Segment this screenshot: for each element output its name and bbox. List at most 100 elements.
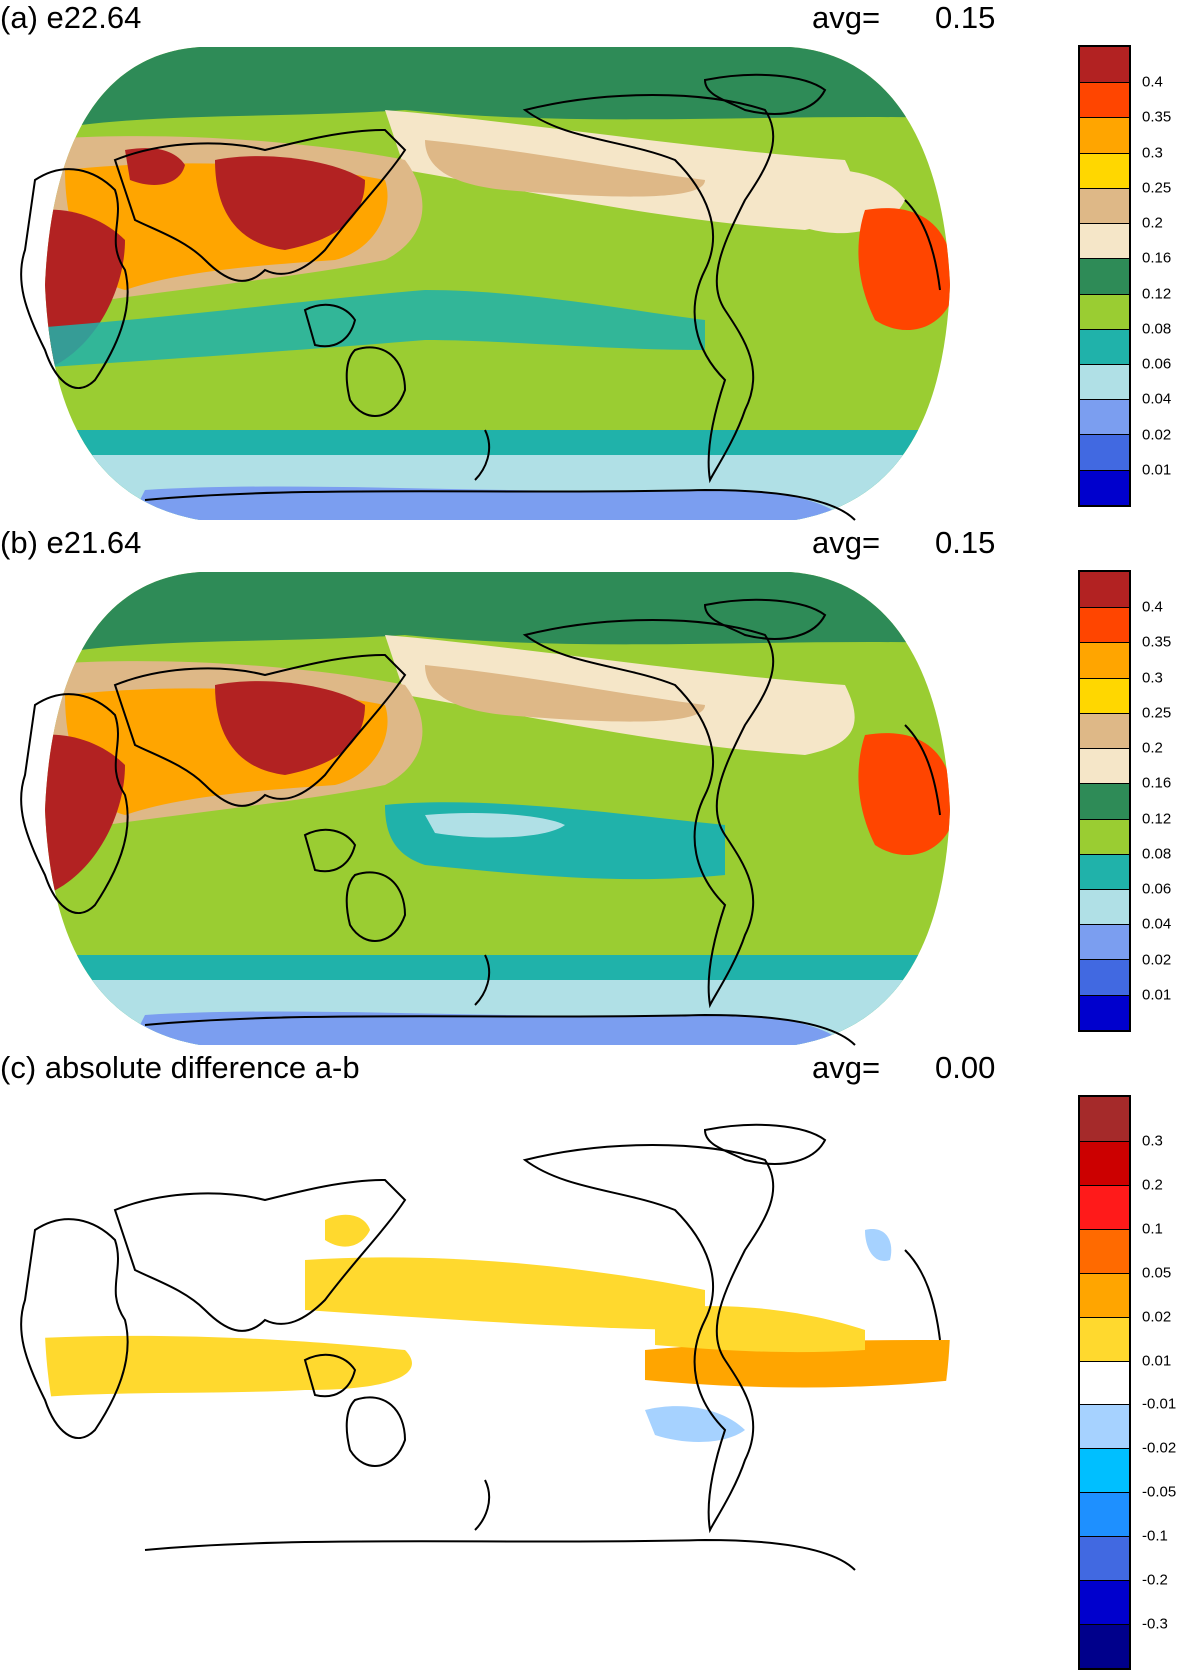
east-asia-core [215, 156, 365, 250]
legend-tick-label: 0.04 [1142, 915, 1172, 933]
avg-value: 0.15 [935, 0, 996, 35]
legend-color-box [1080, 1140, 1129, 1185]
legend-color-box [1080, 47, 1129, 83]
coastlines [20, 1123, 941, 1571]
legend-tick-label: 0.04 [1142, 390, 1172, 408]
color-legend [1078, 570, 1131, 1032]
legend-tick-label: 0.35 [1142, 633, 1172, 651]
legend-color-box [1080, 1536, 1129, 1581]
legend-tick-label: 0.3 [1142, 1132, 1163, 1150]
legend-color-box [1080, 258, 1129, 294]
legend-color-box [1080, 187, 1129, 224]
legend-color-box [1080, 818, 1129, 854]
legend-tick-label: 0.4 [1142, 598, 1163, 616]
avg-label: avg= [812, 525, 881, 560]
arctic-field [45, 47, 950, 140]
legend-color-box [1080, 293, 1129, 329]
legend-tick-label: 0.2 [1142, 1176, 1163, 1194]
avg-label: avg= [812, 1050, 881, 1085]
legend-tick-label: 0.25 [1142, 704, 1172, 722]
legend-tick-label: 0.1 [1142, 1220, 1163, 1238]
east-asia-positive [325, 1214, 370, 1247]
equatorial-band [45, 290, 705, 370]
legend-tick-label: 0.06 [1142, 880, 1172, 898]
legend-color-box [1080, 469, 1129, 505]
middle-east-core [125, 148, 185, 185]
legend-tick-label: -0.01 [1142, 1395, 1177, 1413]
antarctica-field [125, 486, 855, 520]
legend-tick-label: 0.3 [1142, 669, 1163, 687]
legend-color-box [1080, 1316, 1129, 1361]
legend-color-box [1080, 1624, 1129, 1668]
north-pacific-core [425, 140, 705, 197]
avg-value: 0.15 [935, 525, 996, 560]
legend-color-box [1080, 748, 1129, 784]
atlantic-positive-rim [655, 1306, 865, 1353]
legend-tick-label: 0.02 [1142, 426, 1172, 444]
global-map [20, 572, 950, 1046]
global-map [5, 1097, 950, 1571]
panel-title: (c) absolute difference a-b [0, 1050, 360, 1085]
legend-color-box [1080, 223, 1129, 259]
legend-color-box [1080, 712, 1129, 749]
legend-color-box [1080, 363, 1129, 400]
avg-label: avg= [812, 0, 881, 35]
north-atlantic-negative [865, 1229, 892, 1261]
legend-tick-label: 0.3 [1142, 144, 1163, 162]
south-pacific-negative [645, 1406, 745, 1442]
avg-value: 0.00 [935, 1050, 996, 1085]
legend-tick-label: 0.16 [1142, 249, 1172, 267]
coastlines [20, 598, 941, 1046]
legend-tick-label: -0.2 [1142, 1571, 1168, 1589]
legend-color-box [1080, 1448, 1129, 1493]
legend-tick-label: 0.01 [1142, 986, 1172, 1004]
legend-tick-label: 0.02 [1142, 1308, 1172, 1326]
equatorial-core [425, 813, 565, 838]
arctic-field [45, 572, 950, 665]
legend-color-box [1080, 1492, 1129, 1537]
legend-tick-label: 0.2 [1142, 214, 1163, 232]
legend-color-box [1080, 1404, 1129, 1449]
legend-color-box [1080, 677, 1129, 713]
legend-tick-label: 0.35 [1142, 108, 1172, 126]
legend-tick-label: 0.06 [1142, 355, 1172, 373]
legend-tick-label: -0.3 [1142, 1615, 1168, 1633]
legend-tick-label: 0.4 [1142, 73, 1163, 91]
legend-color-box [1080, 328, 1129, 364]
legend-color-box [1080, 399, 1129, 435]
legend-color-box [1080, 853, 1129, 889]
legend-color-box [1080, 82, 1129, 118]
color-legend [1078, 45, 1131, 507]
north-pacific-core [425, 665, 705, 722]
sahara-core [45, 734, 125, 895]
sahara-core [45, 209, 125, 370]
legend-color-box [1080, 434, 1129, 470]
legend-color-box [1080, 959, 1129, 995]
legend-tick-label: 0.05 [1142, 1264, 1172, 1282]
legend-color-box [1080, 1184, 1129, 1229]
legend-color-box [1080, 572, 1129, 608]
legend-color-box [1080, 1272, 1129, 1317]
legend-color-box [1080, 152, 1129, 188]
legend-tick-label: 0.12 [1142, 810, 1172, 828]
pacific-positive-band [305, 1257, 705, 1330]
panel-title: (a) e22.64 [0, 0, 142, 35]
legend-color-box [1080, 924, 1129, 960]
legend-tick-label: 0.08 [1142, 845, 1172, 863]
legend-color-box [1080, 1097, 1129, 1141]
legend-color-box [1080, 1228, 1129, 1273]
legend-tick-label: 0.12 [1142, 285, 1172, 303]
legend-tick-label: -0.02 [1142, 1439, 1177, 1457]
indian-positive-band [45, 1335, 412, 1400]
legend-color-box [1080, 1360, 1129, 1405]
west-africa-plume [858, 733, 950, 855]
coastlines [20, 73, 941, 521]
color-legend [1078, 1095, 1131, 1670]
global-map [20, 47, 950, 521]
east-asia-core [215, 681, 365, 775]
legend-tick-label: 0.16 [1142, 774, 1172, 792]
legend-color-box [1080, 994, 1129, 1030]
south-atlantic-negative [5, 1419, 45, 1451]
legend-tick-label: -0.05 [1142, 1483, 1177, 1501]
legend-tick-label: -0.1 [1142, 1527, 1168, 1545]
